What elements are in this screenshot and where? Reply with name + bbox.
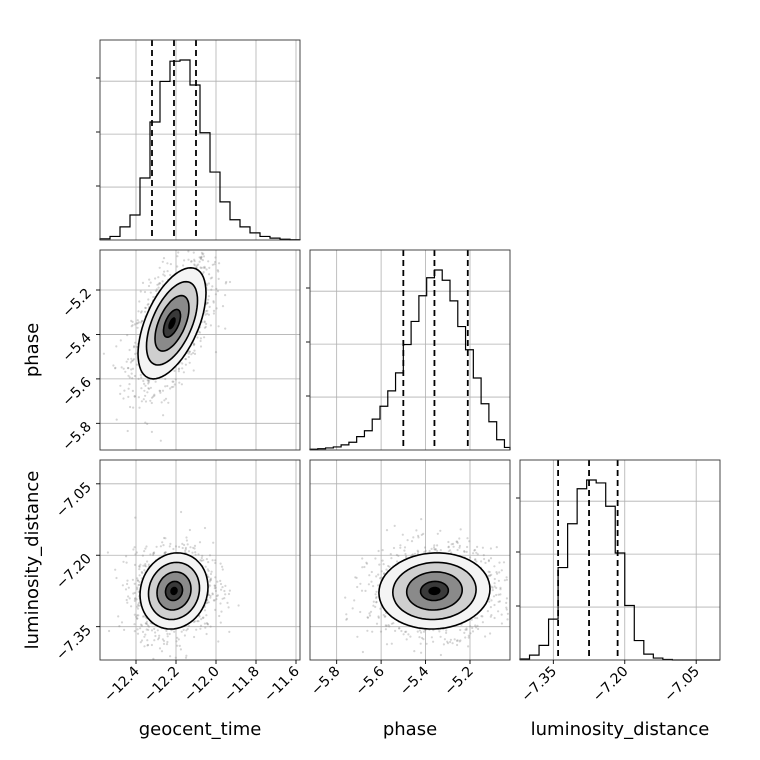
x-axis-label-phase: phase (383, 719, 437, 740)
y-tick-label: −5.8 (59, 419, 94, 454)
marginal-panel-geocent_time (96, 39, 301, 241)
histogram-geocent_time (99, 59, 301, 241)
y-tick-label: −7.20 (53, 551, 95, 593)
marginal-panel-luminosity_distance (516, 459, 721, 661)
x-tick-label: −12.2 (141, 664, 183, 706)
x-tick-label: −5.8 (308, 664, 343, 699)
y-tick-label: −7.05 (53, 479, 95, 521)
joint-panel-geocent_time-phase (99, 249, 301, 451)
y-tick-label: −5.2 (59, 286, 94, 321)
x-axis-label-luminosity_distance: luminosity_distance (531, 719, 710, 740)
y-tick-label: −5.6 (59, 374, 94, 409)
contour-line-3 (164, 580, 184, 602)
density-core (170, 586, 178, 596)
x-tick-label: −11.6 (261, 663, 303, 705)
y-tick-label: −5.4 (59, 330, 94, 365)
x-tick-label: −5.6 (353, 663, 388, 698)
marginal-panel-phase (306, 249, 511, 451)
joint-panel-geocent_time-luminosity_distance (99, 459, 301, 661)
contour-line-1 (391, 561, 477, 621)
contour-line-0 (137, 266, 207, 380)
density-core (168, 317, 176, 330)
contour-line-3 (419, 580, 450, 602)
y-tick-label: −7.35 (53, 622, 95, 664)
x-tick-label: −7.05 (661, 664, 703, 706)
contour-line-2 (156, 571, 192, 611)
x-tick-label: −7.20 (590, 664, 632, 706)
contour-line-3 (162, 308, 182, 338)
contour-line-0 (378, 552, 491, 630)
panel-frame (519, 459, 721, 661)
contour-line-0 (139, 552, 209, 630)
panel-frame (99, 249, 301, 451)
x-tick-label: −5.2 (441, 664, 476, 699)
histogram-phase (309, 269, 511, 450)
x-axis-label-geocent_time: geocent_time (139, 719, 262, 740)
panel-frame (99, 459, 301, 661)
contour-line-1 (145, 280, 199, 366)
density-core (428, 586, 441, 596)
x-tick-label: −5.4 (397, 663, 432, 698)
contour-line-1 (147, 561, 201, 621)
contour-line-2 (405, 571, 464, 611)
x-tick-label: −12.4 (101, 663, 143, 705)
contour-line-2 (154, 294, 190, 352)
x-tick-label: −11.8 (221, 664, 263, 706)
panel-frame (309, 249, 511, 451)
y-axis-label-luminosity_distance: luminosity_distance (22, 471, 43, 650)
x-tick-label: −7.35 (519, 664, 561, 706)
panel-frame (99, 39, 301, 241)
y-axis-label-phase: phase (22, 323, 43, 377)
joint-panel-phase-luminosity_distance (309, 459, 511, 661)
panel-frame (309, 459, 511, 661)
x-tick-label: −12.0 (181, 664, 223, 706)
histogram-luminosity_distance (519, 479, 720, 661)
